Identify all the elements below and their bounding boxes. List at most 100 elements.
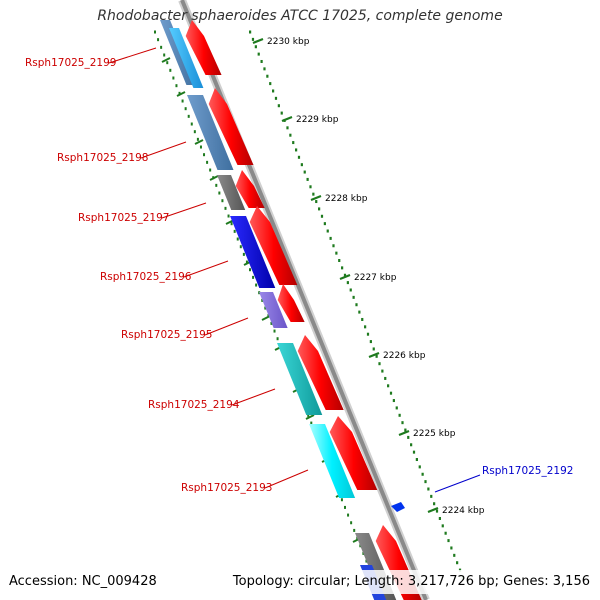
inner-dot	[242, 252, 245, 256]
ruler-dot	[266, 74, 269, 78]
gene-feature-2199	[169, 28, 204, 88]
inner-tick	[161, 57, 171, 63]
ruler-dot	[366, 332, 370, 336]
ruler-dot	[277, 104, 280, 108]
inner-dot	[224, 206, 227, 210]
ruler-dot	[289, 133, 292, 137]
ruler-tick	[368, 351, 380, 359]
inner-dot	[172, 76, 175, 80]
gene-label: Rsph17025_2193	[181, 482, 272, 494]
gene-feature-2197	[217, 175, 246, 210]
ruler-dot	[254, 45, 257, 49]
gene-arrow-2199	[185, 20, 222, 75]
inner-dot	[178, 91, 181, 95]
ruler-dot	[303, 170, 306, 174]
inner-dot	[218, 191, 221, 195]
ruler-dot	[412, 450, 416, 454]
ruler-dot	[389, 391, 393, 395]
ruler-dot	[286, 126, 289, 130]
inner-dot	[353, 528, 356, 532]
ruler-dot	[398, 413, 401, 417]
inner-dot	[255, 283, 258, 287]
ruler-dot	[375, 354, 378, 358]
callout-leader-line	[161, 202, 207, 219]
accession-text: Accession: NC_009428	[9, 574, 157, 589]
inner-dot	[227, 214, 230, 218]
ruler-dot	[257, 52, 260, 56]
ruler-dot	[387, 384, 390, 388]
ruler-dot	[323, 222, 326, 226]
ruler-dot	[401, 421, 404, 425]
inner-dot	[184, 107, 187, 111]
ruler-tick	[252, 37, 264, 45]
ruler-tick	[281, 115, 293, 123]
ruler-dot	[450, 546, 453, 550]
ruler-labels: 2230 kbp 2229 kbp 2228 kbp 2227 kbp 2226 kbp…	[267, 37, 485, 516]
gene-feature-2198	[187, 95, 234, 170]
ruler-tick	[427, 506, 439, 514]
inner-dot	[307, 413, 310, 417]
callout-leader-line	[183, 260, 229, 278]
ruler-dot	[444, 531, 447, 535]
ruler-tick-label: 2227 kbp	[354, 273, 397, 283]
callout-leader-line	[140, 141, 187, 159]
ruler-tick	[310, 194, 322, 202]
inner-dot	[175, 84, 178, 88]
ruler-dot	[369, 340, 372, 344]
inner-dot	[206, 160, 209, 164]
ruler-dot	[381, 369, 384, 373]
ruler-dot	[407, 435, 410, 439]
ruler-dot	[456, 561, 459, 565]
ruler-dot	[315, 200, 318, 204]
ruler-dot	[332, 244, 335, 248]
callout-leader-line	[264, 469, 309, 489]
inner-dot	[212, 176, 215, 180]
ruler-dot	[329, 236, 332, 240]
ruler-dot	[260, 59, 263, 63]
inner-dot	[252, 275, 255, 279]
inner-dot	[199, 145, 202, 149]
ruler-dot	[441, 524, 444, 528]
ruler-tick	[398, 429, 410, 437]
backbone-line	[180, 0, 428, 600]
ruler-dot	[435, 509, 439, 513]
ruler-dot	[320, 214, 324, 218]
inner-dot	[230, 222, 233, 226]
ruler-dot	[346, 281, 349, 285]
inner-dot	[190, 122, 193, 126]
inner-dot	[233, 229, 236, 233]
gene-label: Rsph17025_2196	[100, 271, 192, 283]
gene-feature-2195	[259, 292, 288, 328]
inner-dot	[273, 329, 276, 333]
gene-label: Rsph17025_2199	[25, 57, 116, 69]
ruler-dot	[292, 141, 295, 145]
gene-label-callouts: Rsph17025_2199 Rsph17025_2198 Rsph17025_21…	[25, 47, 573, 494]
inner-dot	[258, 291, 261, 295]
ruler-dot	[433, 502, 436, 506]
ruler-dot	[295, 148, 298, 152]
ruler-dot	[352, 295, 355, 299]
inner-dot	[343, 505, 346, 509]
ruler-dot	[424, 480, 427, 484]
ruler-dot	[297, 155, 301, 159]
ruler-dot	[306, 177, 309, 181]
ruler-dot	[251, 37, 255, 41]
ruler-dot	[318, 207, 321, 211]
ruler-dot	[418, 465, 421, 469]
ruler-dot	[300, 163, 303, 167]
inner-dot	[181, 99, 184, 103]
inner-dot	[215, 183, 218, 187]
ruler-dot	[326, 229, 329, 233]
ruler-dot	[410, 443, 413, 447]
gene-arrow-2194	[297, 335, 344, 410]
ruler-dot	[415, 458, 418, 462]
footer-background	[0, 570, 600, 594]
gene-arrow-2196	[249, 206, 298, 285]
ruler-tick-label: 2226 kbp	[383, 351, 426, 361]
inner-dot	[169, 68, 172, 72]
ruler-dot	[335, 251, 338, 255]
inner-dot	[248, 268, 251, 272]
ruler-dot	[343, 273, 347, 277]
ruler-dot	[355, 303, 358, 307]
ruler-dot	[312, 192, 315, 196]
